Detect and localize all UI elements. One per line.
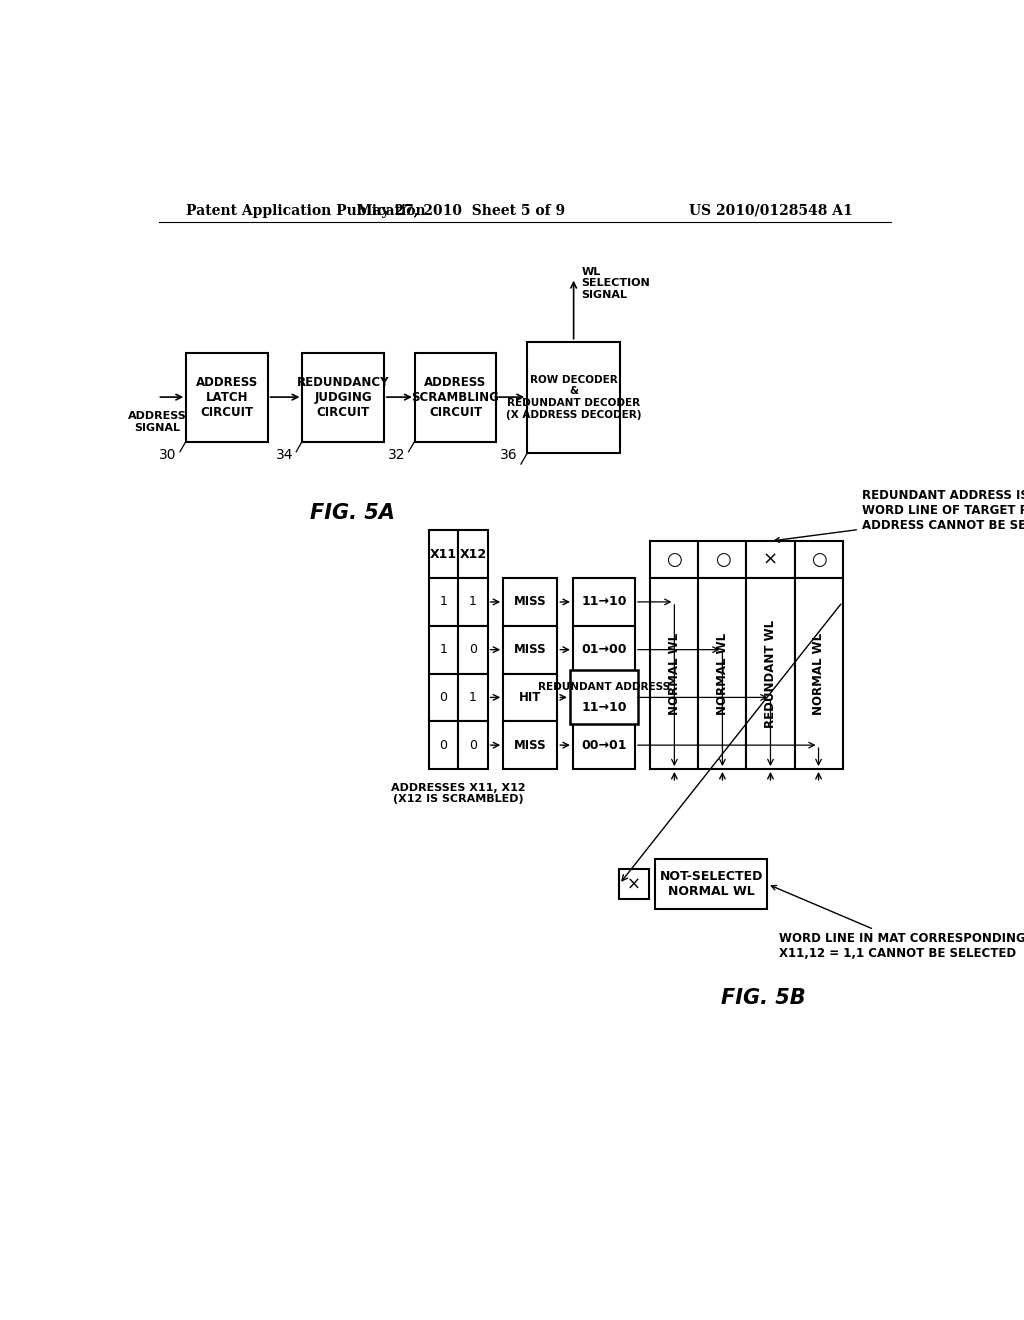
Bar xyxy=(650,541,698,578)
Bar xyxy=(458,721,487,770)
Bar xyxy=(572,626,635,673)
Bar xyxy=(650,578,698,770)
Text: 30: 30 xyxy=(160,447,177,462)
Bar xyxy=(302,354,384,442)
Text: 36: 36 xyxy=(500,447,518,462)
Text: MISS: MISS xyxy=(514,643,547,656)
Text: US 2010/0128548 A1: US 2010/0128548 A1 xyxy=(689,203,853,218)
Text: FIG. 5A: FIG. 5A xyxy=(310,503,395,523)
Text: ○: ○ xyxy=(715,550,730,569)
Text: 1: 1 xyxy=(469,595,477,609)
Bar xyxy=(503,578,557,626)
Text: ○: ○ xyxy=(811,550,826,569)
Text: 11→10: 11→10 xyxy=(581,701,627,714)
Text: X12: X12 xyxy=(460,548,486,561)
Text: NORMAL WL: NORMAL WL xyxy=(812,632,825,714)
Text: NORMAL WL: NORMAL WL xyxy=(668,632,681,714)
Text: 1: 1 xyxy=(439,595,447,609)
Text: ADDRESSES X11, X12
(X12 IS SCRAMBLED): ADDRESSES X11, X12 (X12 IS SCRAMBLED) xyxy=(391,783,525,804)
Text: ROW DECODER
&
REDUNDANT DECODER
(X ADDRESS DECODER): ROW DECODER & REDUNDANT DECODER (X ADDRE… xyxy=(506,375,641,420)
Bar xyxy=(458,578,487,626)
Text: HIT: HIT xyxy=(519,690,542,704)
Text: REDUNDANT WL: REDUNDANT WL xyxy=(764,619,777,727)
Text: 32: 32 xyxy=(388,447,406,462)
Bar xyxy=(620,870,649,899)
Bar xyxy=(415,354,496,442)
Bar xyxy=(746,578,795,770)
Text: WL
SELECTION
SIGNAL: WL SELECTION SIGNAL xyxy=(582,267,650,300)
Text: 1: 1 xyxy=(439,643,447,656)
Bar xyxy=(503,626,557,673)
Text: 0: 0 xyxy=(469,643,477,656)
Text: NOT-SELECTED
NORMAL WL: NOT-SELECTED NORMAL WL xyxy=(659,870,763,898)
Bar xyxy=(458,673,487,721)
Text: 34: 34 xyxy=(275,447,293,462)
Text: X11: X11 xyxy=(430,548,457,561)
Text: 00→01: 00→01 xyxy=(581,739,627,751)
Bar xyxy=(429,578,458,626)
Bar xyxy=(572,721,635,770)
Bar xyxy=(698,541,746,578)
Bar xyxy=(795,541,843,578)
Bar xyxy=(572,578,635,626)
Text: May 27, 2010  Sheet 5 of 9: May 27, 2010 Sheet 5 of 9 xyxy=(357,203,565,218)
Bar xyxy=(429,673,458,721)
Bar xyxy=(698,578,746,770)
Text: REDUNDANCY
JUDGING
CIRCUIT: REDUNDANCY JUDGING CIRCUIT xyxy=(297,376,389,418)
Bar xyxy=(569,671,638,725)
Text: ○: ○ xyxy=(667,550,682,569)
Text: 0: 0 xyxy=(469,739,477,751)
Text: 0: 0 xyxy=(439,690,447,704)
Text: ×: × xyxy=(627,875,641,894)
Bar xyxy=(458,626,487,673)
Bar xyxy=(458,531,487,578)
Text: WORD LINE IN MAT CORRESPONDING TO
X11,12 = 1,1 CANNOT BE SELECTED: WORD LINE IN MAT CORRESPONDING TO X11,12… xyxy=(771,886,1024,960)
Bar xyxy=(503,721,557,770)
Text: ADDRESS
SIGNAL: ADDRESS SIGNAL xyxy=(128,411,186,433)
Bar xyxy=(527,342,621,453)
Text: MISS: MISS xyxy=(514,595,547,609)
Bar xyxy=(795,578,843,770)
Bar xyxy=(746,541,795,578)
Text: 1: 1 xyxy=(469,690,477,704)
Text: 0: 0 xyxy=(439,739,447,751)
Text: REDUNDANT ADDRESS: REDUNDANT ADDRESS xyxy=(538,682,670,692)
Text: Patent Application Publication: Patent Application Publication xyxy=(186,203,426,218)
Bar xyxy=(429,721,458,770)
Bar xyxy=(429,626,458,673)
Text: NORMAL WL: NORMAL WL xyxy=(716,632,729,714)
Bar xyxy=(655,859,767,909)
Text: 01→00: 01→00 xyxy=(581,643,627,656)
Bar xyxy=(429,531,458,578)
Text: 11→10: 11→10 xyxy=(581,595,627,609)
Text: REDUNDANT ADDRESS IS SCRAMBLED AND
WORD LINE OF TARGET REDUNDANT
ADDRESS CANNOT : REDUNDANT ADDRESS IS SCRAMBLED AND WORD … xyxy=(775,488,1024,543)
Bar xyxy=(503,673,557,721)
Text: ADDRESS
LATCH
CIRCUIT: ADDRESS LATCH CIRCUIT xyxy=(196,376,258,418)
Text: FIG. 5B: FIG. 5B xyxy=(721,987,806,1007)
Text: MISS: MISS xyxy=(514,739,547,751)
Bar xyxy=(186,354,267,442)
Text: ×: × xyxy=(763,550,778,569)
Text: ADDRESS
SCRAMBLING
CIRCUIT: ADDRESS SCRAMBLING CIRCUIT xyxy=(412,376,500,418)
